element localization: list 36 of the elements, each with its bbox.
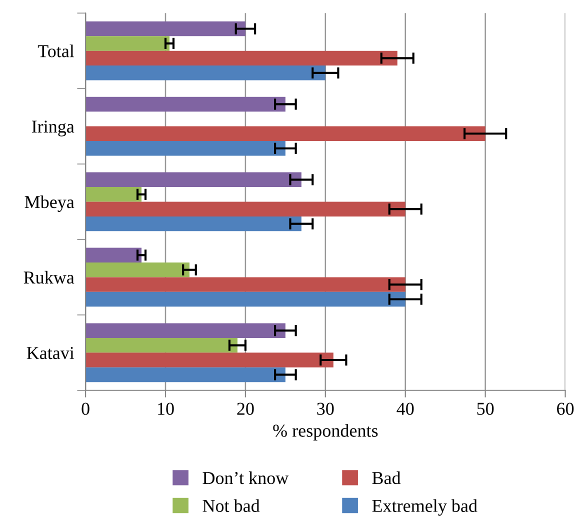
bar <box>86 277 406 292</box>
x-tick-label: 0 <box>82 402 90 415</box>
bar <box>86 262 190 278</box>
bar <box>86 141 286 156</box>
bar <box>86 187 142 202</box>
x-tick-label: 20 <box>237 402 254 415</box>
x-tick-label: 10 <box>158 402 174 415</box>
x-tick-label: 30 <box>317 402 334 415</box>
bar <box>86 126 486 141</box>
bar <box>86 216 302 232</box>
bar <box>86 96 286 112</box>
bar <box>86 50 398 66</box>
x-axis-title: % respondents <box>273 424 378 440</box>
bar <box>86 323 286 338</box>
bar <box>86 352 334 368</box>
bar <box>86 21 246 36</box>
legend-label: Not bad <box>202 499 260 512</box>
legend-label: Extremely bad <box>372 499 478 516</box>
bar <box>86 338 238 353</box>
bar <box>86 172 302 188</box>
y-tick-label: Iringa <box>32 120 74 136</box>
x-tick-label: 40 <box>396 402 414 415</box>
x-tick-label: 60 <box>557 402 574 415</box>
bar <box>86 66 326 80</box>
bar <box>86 36 170 51</box>
x-tick-label: 50 <box>477 402 494 415</box>
legend-label: Bad <box>372 471 401 484</box>
y-tick-label: Mbeya <box>24 195 74 212</box>
y-tick-label: Total <box>38 44 74 58</box>
bar <box>86 248 142 262</box>
y-tick-label: Katavi <box>26 346 74 360</box>
legend-label: Don’t know <box>202 471 289 484</box>
bar <box>86 202 406 216</box>
bar <box>86 367 286 382</box>
bar <box>86 292 406 307</box>
y-tick-label: Rukwa <box>24 270 74 284</box>
